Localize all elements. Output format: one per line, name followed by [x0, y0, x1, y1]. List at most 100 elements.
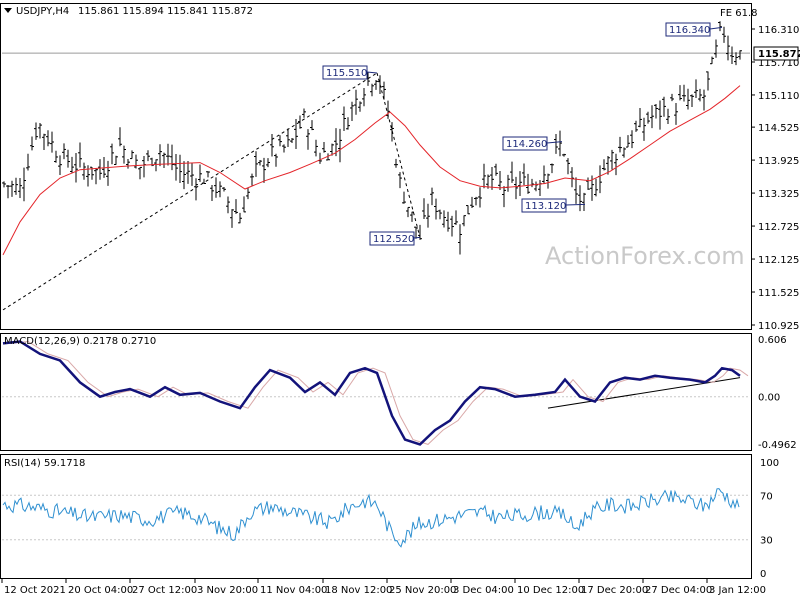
price-bar — [422, 198, 426, 220]
price-bar — [330, 143, 334, 156]
price-bar — [462, 215, 466, 227]
price-bar — [162, 152, 166, 168]
price-bar — [42, 133, 46, 151]
price-tick-label: 110.925 — [758, 321, 799, 332]
price-bar — [586, 177, 590, 190]
price-bar — [718, 21, 722, 32]
price-bar — [146, 150, 150, 162]
price-bar — [734, 52, 738, 66]
macd-tick-label: -0.4962 — [758, 440, 797, 451]
price-bar — [194, 178, 198, 201]
price-bar — [646, 111, 650, 124]
annotation-box — [502, 136, 548, 151]
macd-title: MACD(12,26,9) 0.2178 0.2710 — [4, 336, 156, 347]
price-bar — [554, 133, 558, 154]
macd-series — [2, 340, 749, 446]
price-bar — [678, 85, 682, 101]
price-bar — [478, 187, 482, 208]
x-axis-label: 3 Dec 04:00 — [453, 585, 514, 596]
annotation-label: 114.260 — [506, 139, 547, 150]
price-bar — [106, 160, 110, 186]
price-bar — [454, 210, 458, 225]
rsi-tick-label: 30 — [760, 536, 773, 547]
price-bar — [634, 120, 638, 132]
price-bar — [174, 153, 178, 181]
macd-tick-label: 0.00 — [758, 393, 780, 404]
price-bar — [190, 162, 194, 186]
price-bar — [210, 185, 214, 202]
price-bar — [38, 122, 42, 139]
price-bar — [654, 103, 658, 119]
price-bar — [494, 163, 498, 176]
price-bar — [690, 94, 694, 108]
price-bar — [278, 135, 282, 147]
price-bar — [22, 167, 26, 202]
price-bar — [250, 173, 254, 186]
price-tick-label: 112.725 — [758, 222, 799, 233]
price-bar — [490, 167, 494, 190]
price-bars — [2, 21, 742, 255]
price-panel — [0, 3, 752, 330]
price-bar — [702, 89, 706, 111]
macd-tick-label: 0.606 — [758, 335, 787, 346]
price-bar — [558, 130, 562, 157]
y-axis-ticks: 116.310 115.710 115.110 114.525 113.925 113.3… — [751, 25, 799, 580]
price-bar — [26, 153, 30, 171]
price-bar — [370, 83, 374, 97]
price-bar — [50, 131, 54, 153]
price-bar — [98, 159, 102, 180]
price-bar — [730, 46, 734, 64]
price-bar — [698, 88, 702, 102]
price-bar — [426, 203, 430, 228]
annotation-pointer — [709, 26, 723, 30]
price-bar — [334, 128, 338, 157]
grid-lines — [2, 52, 750, 541]
collapse-triangle-icon[interactable] — [4, 8, 12, 13]
price-bar — [234, 199, 238, 214]
price-bar — [614, 153, 618, 176]
price-bar — [378, 75, 382, 94]
price-bar — [2, 181, 6, 188]
price-annotation: 112.520 — [369, 231, 421, 246]
price-bar — [310, 120, 314, 131]
price-bar — [126, 158, 130, 169]
price-bar — [570, 167, 574, 188]
x-axis-label: 27 Dec 04:00 — [645, 585, 712, 596]
price-bar — [46, 130, 50, 147]
price-bar — [302, 108, 306, 118]
price-bar — [438, 209, 442, 220]
price-bar — [290, 138, 294, 144]
price-bar — [486, 174, 490, 189]
macd-panel — [0, 333, 752, 451]
annotation-label: 113.120 — [525, 201, 566, 212]
price-bar — [266, 158, 270, 168]
price-bar — [466, 205, 470, 215]
annotation-box — [369, 231, 415, 246]
price-bar — [122, 145, 126, 164]
price-bar — [442, 210, 446, 228]
rsi-tick-label: 100 — [760, 458, 779, 469]
price-bar — [222, 187, 226, 192]
price-bar — [714, 39, 718, 58]
price-bar — [562, 153, 566, 157]
price-bar — [226, 196, 230, 214]
price-annotation: 115.510 — [322, 65, 378, 80]
trendlines — [2, 72, 741, 409]
price-bar — [638, 108, 642, 128]
price-annotation: 116.340 — [665, 22, 723, 37]
x-axis-label: 18 Nov 12:00 — [325, 585, 392, 596]
x-axis-label: 3 Nov 20:00 — [197, 585, 258, 596]
price-bar — [298, 115, 302, 129]
rsi-tick-label: 0 — [760, 569, 766, 580]
price-bar — [338, 128, 342, 163]
price-bar — [482, 163, 486, 189]
price-bar — [306, 129, 310, 150]
price-bar — [658, 100, 662, 130]
x-axis-label: 10 Dec 12:00 — [517, 585, 584, 596]
annotation-box — [665, 22, 711, 37]
price-bar — [186, 160, 190, 184]
price-bar — [670, 93, 674, 102]
price-bar — [390, 122, 394, 142]
ma-line — [2, 85, 741, 256]
